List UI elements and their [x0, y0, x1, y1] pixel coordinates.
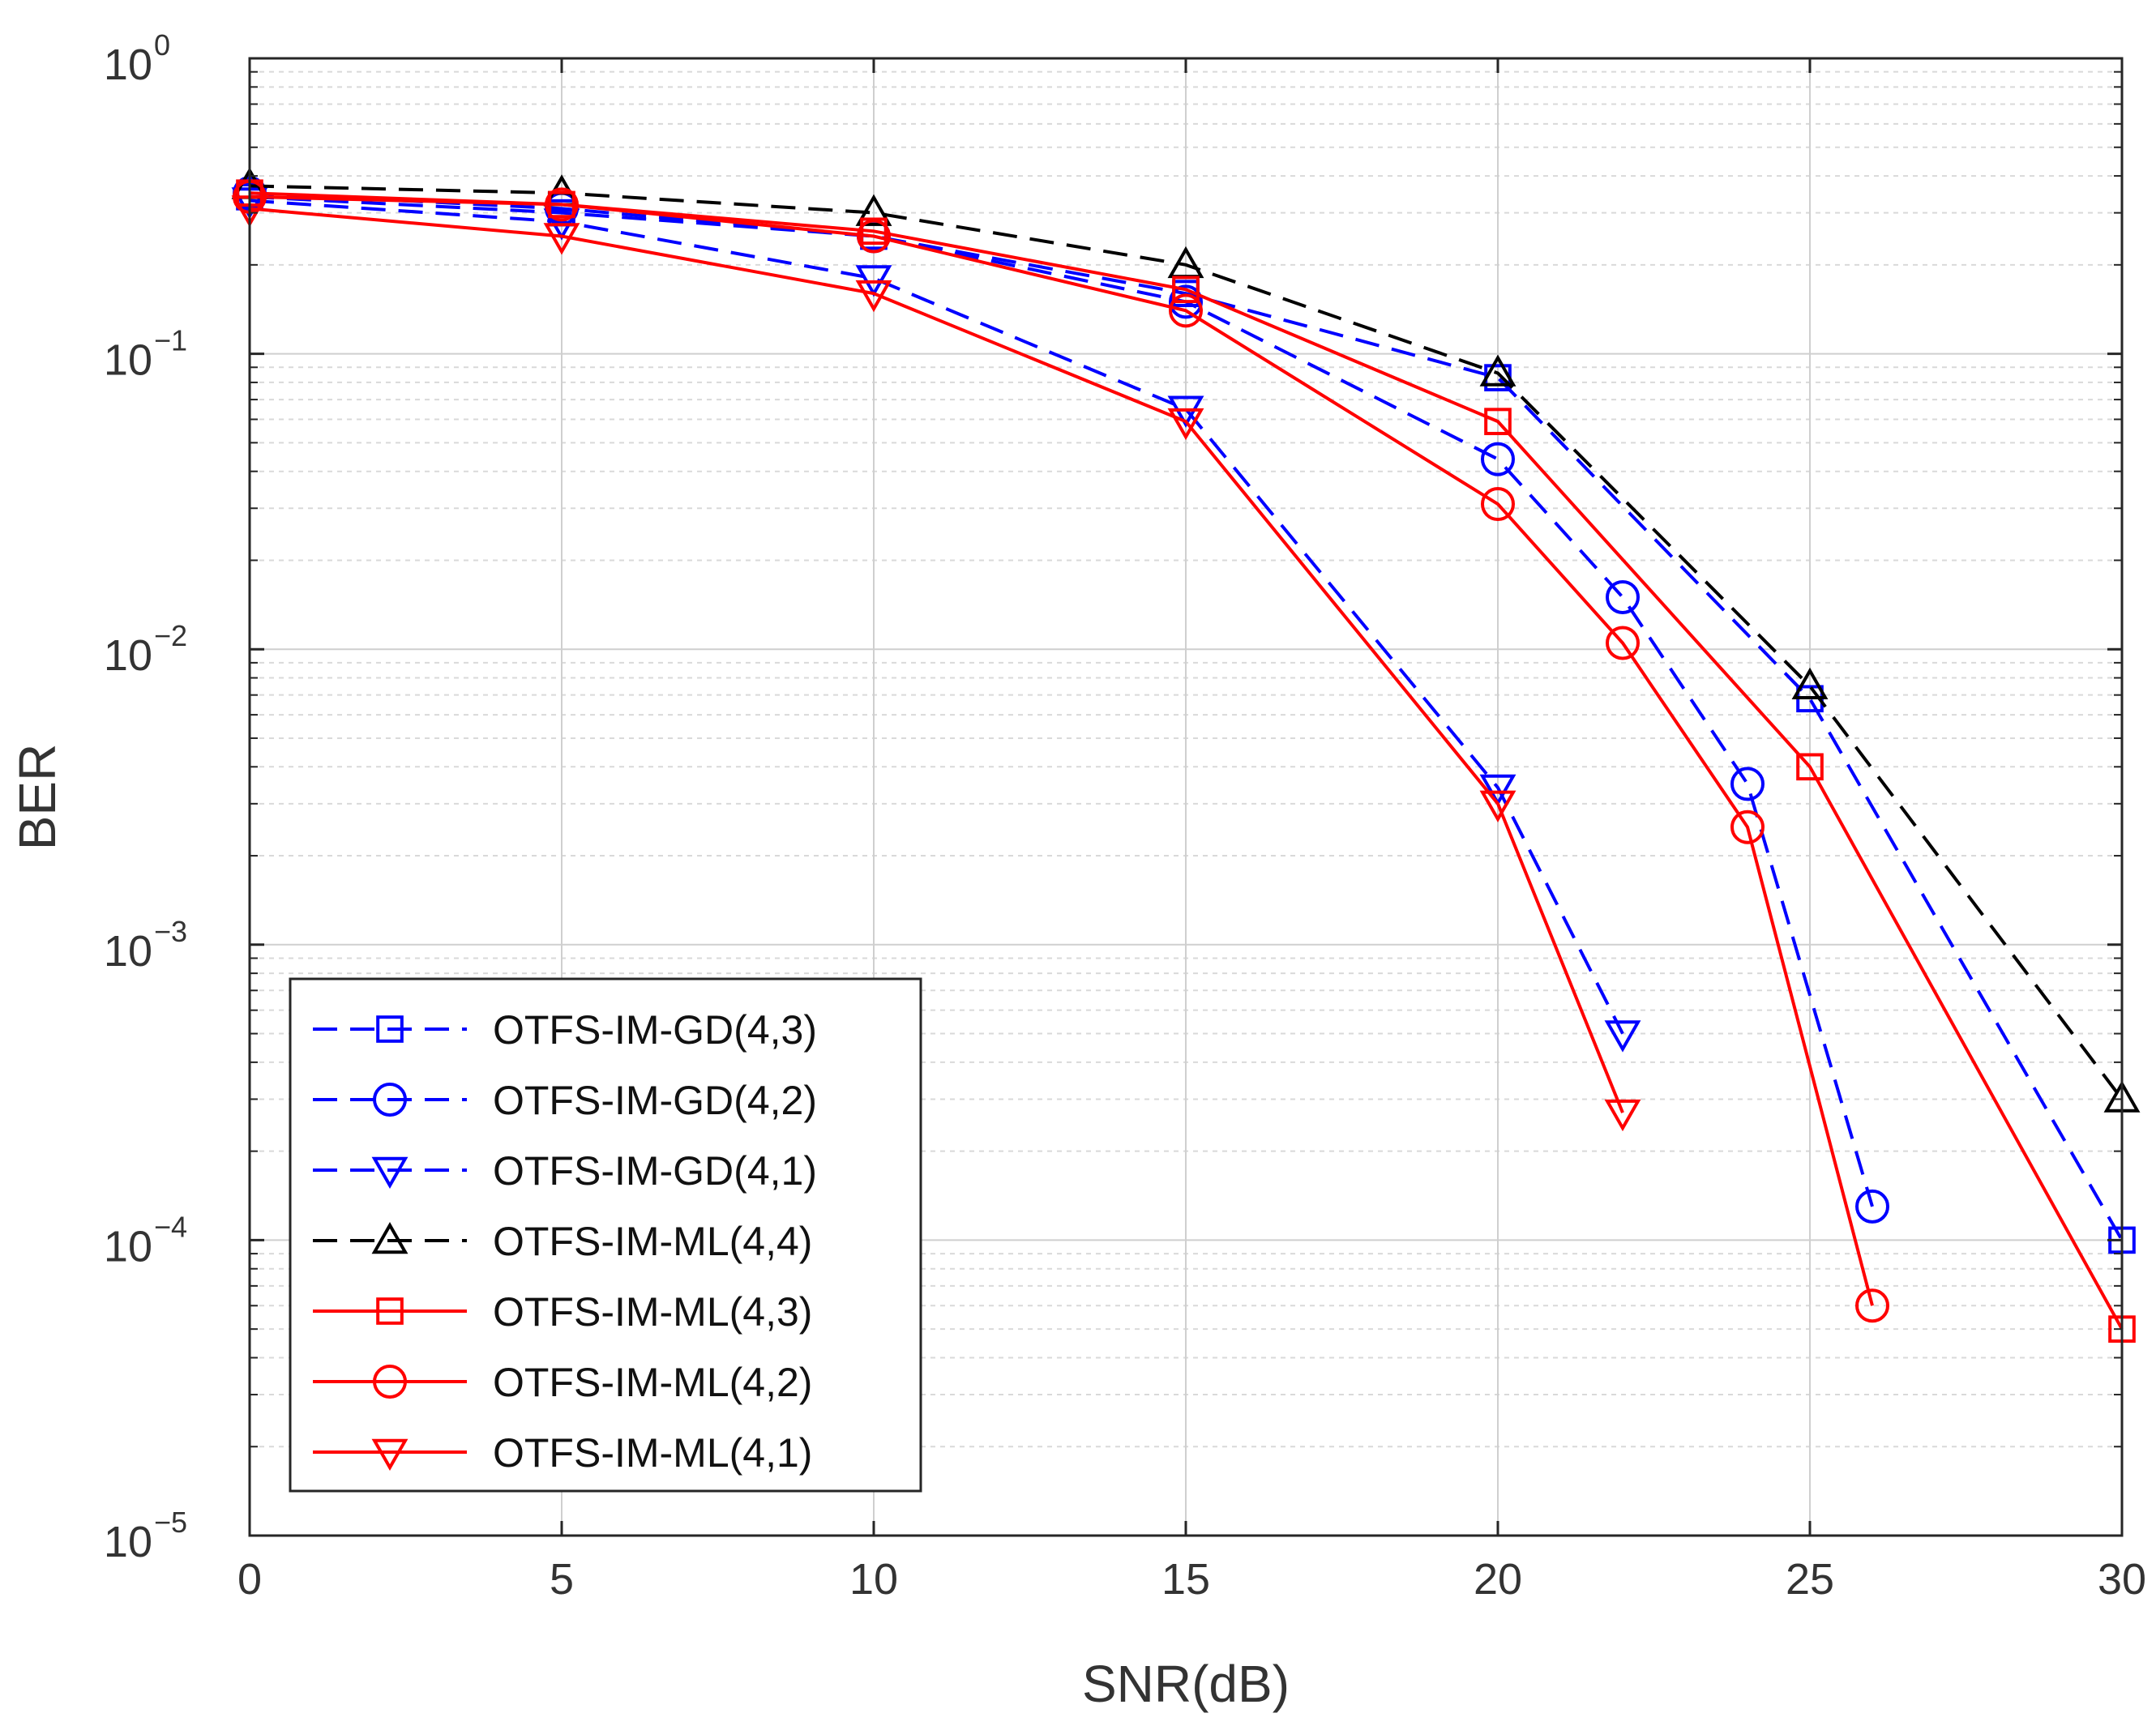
y-tick-label-exponent: −2 — [154, 619, 187, 652]
x-tick-label: 30 — [2098, 1555, 2146, 1604]
legend-label: OTFS-IM-GD(4,3) — [493, 1007, 817, 1053]
data-point-marker — [860, 217, 888, 246]
x-tick-label: 20 — [1474, 1555, 1522, 1604]
data-point-marker — [1730, 810, 1765, 844]
y-axis-label: BER — [8, 744, 66, 851]
y-tick-label-exponent: −4 — [154, 1210, 187, 1243]
series-line — [249, 194, 1874, 1306]
data-point-marker — [1855, 1288, 1889, 1323]
x-tick-label: 5 — [550, 1555, 574, 1604]
y-tick-label-exponent: −5 — [154, 1506, 187, 1539]
x-axis-label: SNR(dB) — [1082, 1655, 1290, 1713]
legend-entry: OTFS-IM-GD(4,3) — [313, 1007, 817, 1053]
legend-marker — [371, 1156, 409, 1190]
data-point-marker — [1604, 1099, 1641, 1132]
data-point-marker — [1172, 276, 1200, 304]
data-point-marker — [1484, 408, 1512, 435]
data-point-marker — [1730, 767, 1765, 801]
data-point-marker — [857, 219, 891, 254]
y-tick-label-base: 10 — [104, 1518, 152, 1566]
legend: OTFS-IM-GD(4,3) OTFS-IM-GD(4,2) OTFS-IM-GD… — [289, 977, 922, 1493]
x-tick-labels: 0 5 10 15 20 25 30 — [237, 1555, 2146, 1604]
legend-entry: OTFS-IM-ML(4,3) — [313, 1289, 812, 1335]
legend-marker — [371, 1221, 409, 1254]
series-line — [249, 194, 2124, 1241]
data-point-marker — [1169, 284, 1203, 319]
legend-label: OTFS-IM-ML(4,2) — [493, 1360, 812, 1405]
data-point-marker — [1796, 753, 1824, 781]
data-point-marker — [1167, 408, 1204, 441]
series-line — [249, 199, 1624, 1035]
data-point-marker — [1479, 790, 1516, 822]
legend-marker — [373, 1083, 407, 1117]
legend-label: OTFS-IM-ML(4,4) — [493, 1219, 812, 1264]
legend-marker — [373, 1365, 407, 1399]
data-point-marker — [1479, 774, 1516, 807]
data-point-marker — [1855, 1189, 1889, 1224]
data-point-marker — [855, 194, 892, 226]
data-point-marker — [1481, 487, 1515, 522]
data-point-marker — [1606, 626, 1640, 660]
data-point-marker — [1479, 354, 1516, 387]
y-tick-label-exponent: −3 — [154, 915, 187, 948]
data-point-marker — [1481, 442, 1515, 476]
legend-entry: OTFS-IM-ML(4,2) — [313, 1360, 812, 1405]
y-tick-label-base: 10 — [104, 927, 152, 976]
data-point-marker — [1169, 293, 1203, 328]
legend-entry: OTFS-IM-ML(4,4) — [313, 1219, 812, 1264]
x-tick-label: 0 — [237, 1555, 262, 1604]
x-tick-label: 15 — [1161, 1555, 1210, 1604]
legend-entry: OTFS-IM-GD(4,1) — [313, 1148, 817, 1194]
data-point-marker — [855, 280, 892, 313]
series-layer — [231, 167, 2141, 1343]
legend-entry: OTFS-IM-ML(4,1) — [313, 1430, 812, 1476]
data-point-marker — [855, 265, 892, 297]
legend-label: OTFS-IM-GD(4,2) — [493, 1078, 817, 1123]
y-tick-label-exponent: 0 — [154, 28, 170, 62]
x-tick-label: 10 — [849, 1555, 898, 1604]
legend-label: OTFS-IM-ML(4,3) — [493, 1289, 812, 1335]
data-point-marker — [1791, 667, 1829, 700]
series-line — [249, 191, 1874, 1207]
series-7 — [231, 195, 1641, 1132]
data-point-marker — [1606, 579, 1640, 614]
y-tick-label-base: 10 — [104, 41, 152, 89]
legend-marker — [376, 1015, 404, 1043]
data-point-marker — [543, 223, 580, 255]
y-tick-label-base: 10 — [104, 631, 152, 680]
ticks-layer — [248, 57, 2124, 1537]
legend-label: OTFS-IM-ML(4,1) — [493, 1430, 812, 1476]
data-point-marker — [1604, 1020, 1641, 1053]
legend-label: OTFS-IM-GD(4,1) — [493, 1148, 817, 1194]
y-tick-label-base: 10 — [104, 336, 152, 385]
y-tick-label-exponent: −1 — [154, 324, 187, 357]
legend-marker — [376, 1297, 404, 1325]
series-line — [249, 207, 1624, 1113]
x-tick-label: 25 — [1786, 1555, 1834, 1604]
y-tick-label-base: 10 — [104, 1222, 152, 1271]
legend-entry: OTFS-IM-GD(4,2) — [313, 1078, 817, 1123]
data-point-marker — [545, 187, 579, 222]
legend-marker — [371, 1438, 409, 1472]
